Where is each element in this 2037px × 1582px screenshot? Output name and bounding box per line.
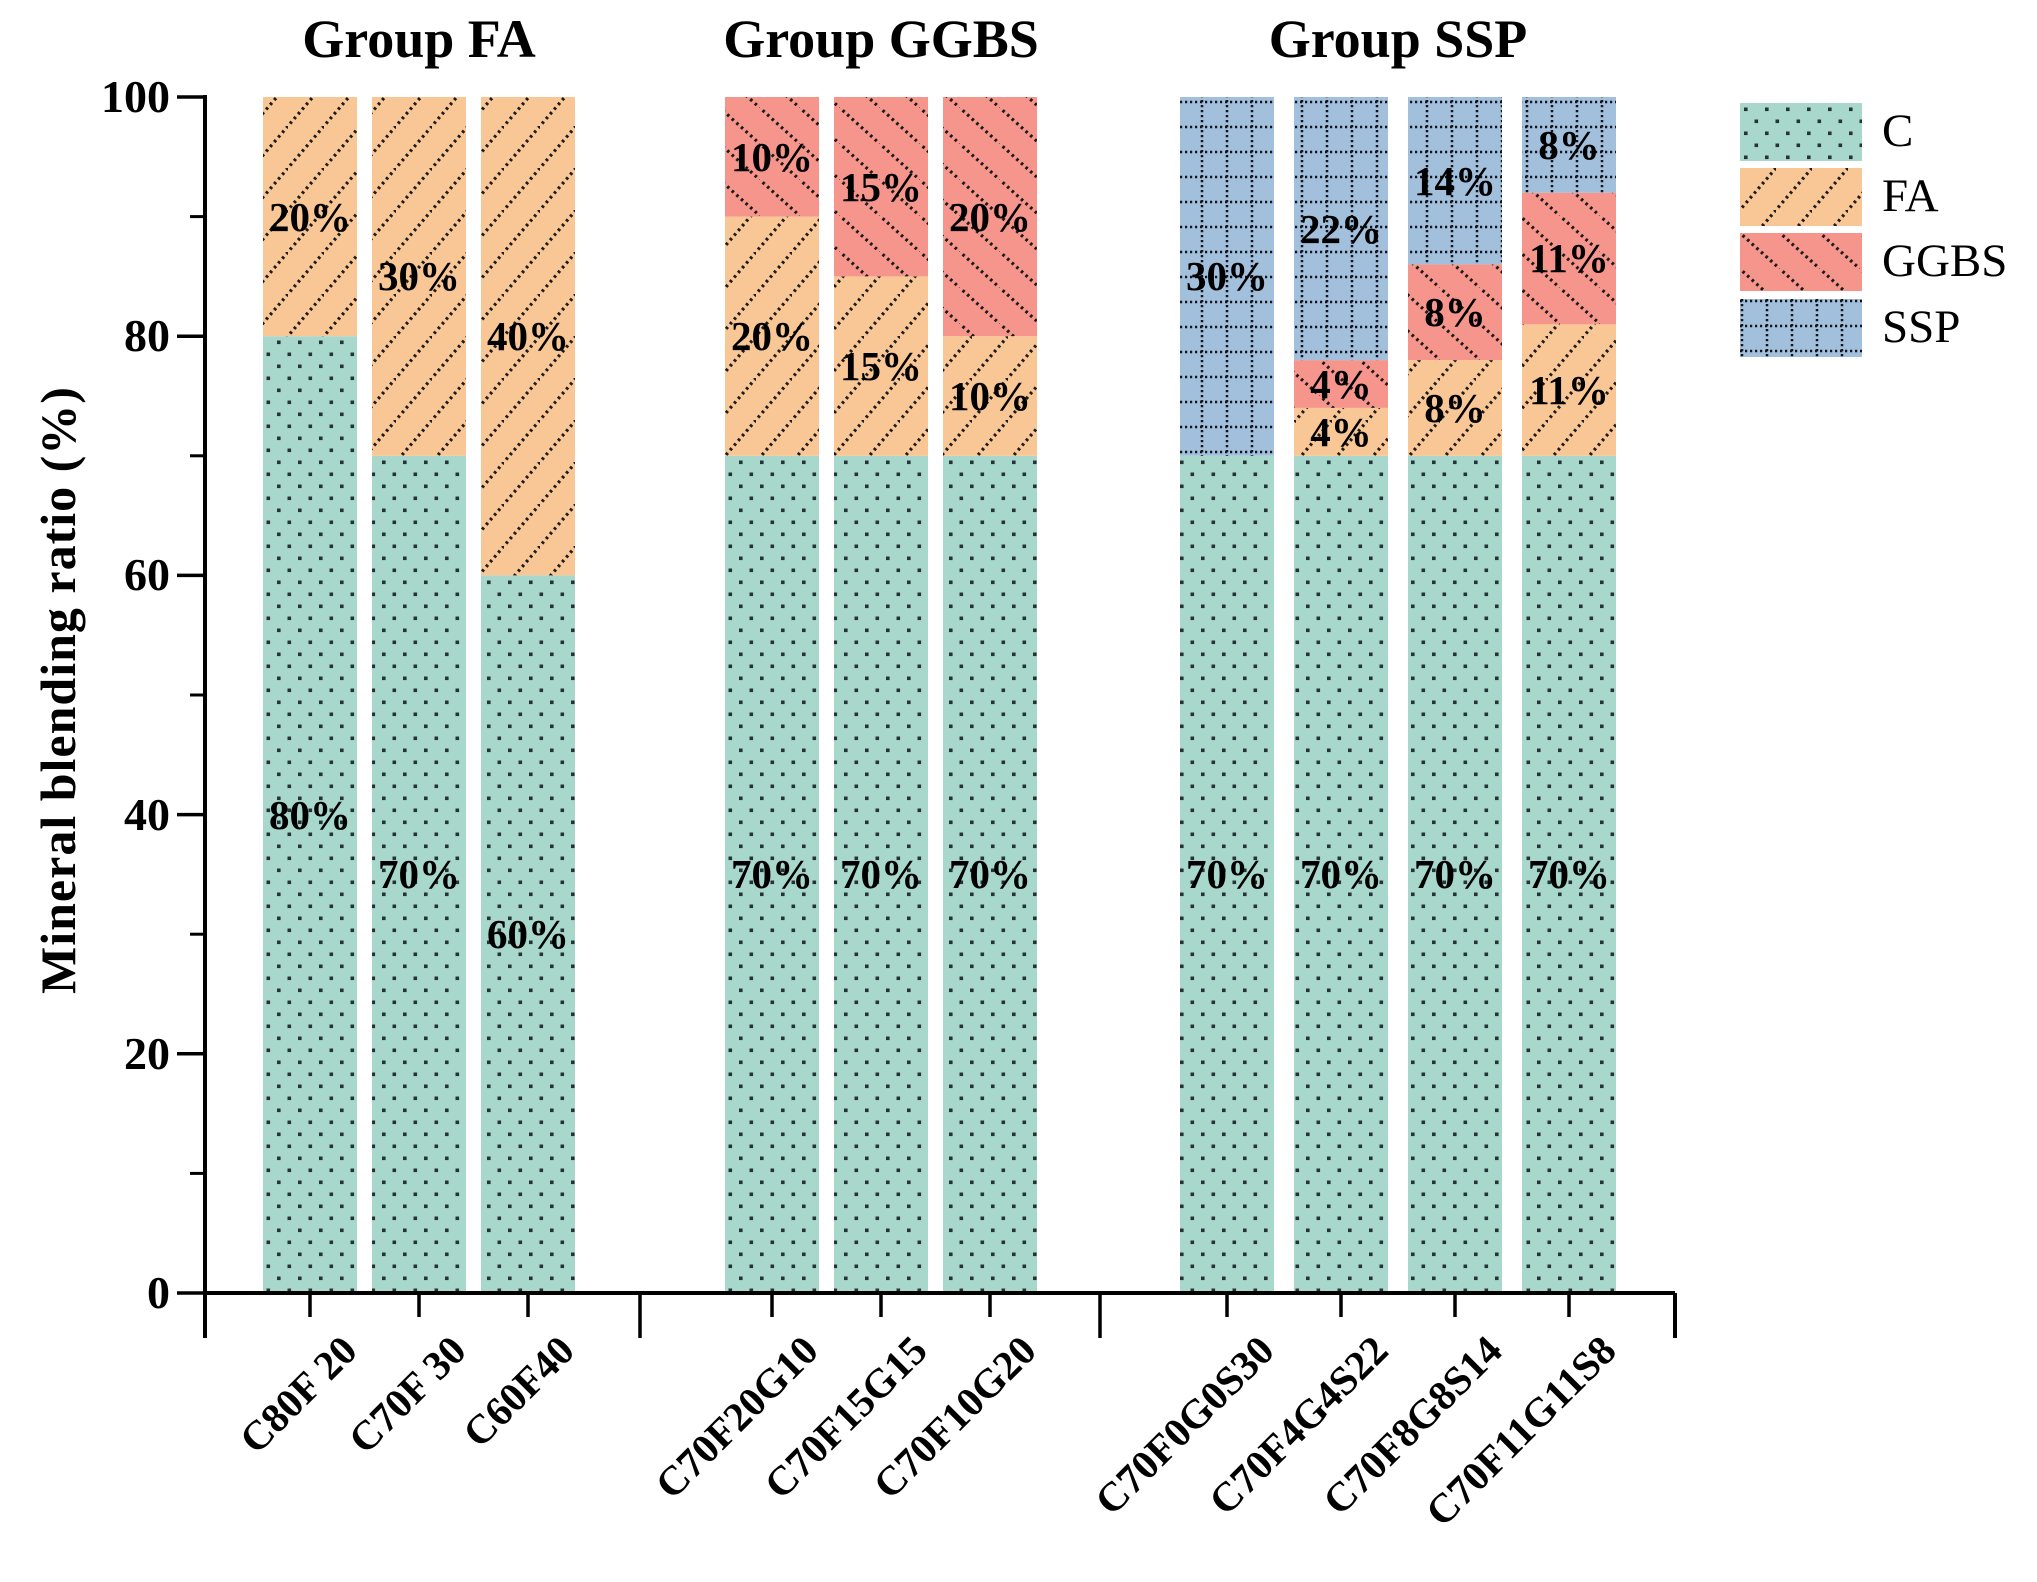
bar-segment-C70F4G4S22-GGBS bbox=[1294, 360, 1388, 408]
legend-label: FA bbox=[1882, 170, 1939, 222]
bar-segment-C70F0G0S30-C bbox=[1180, 455, 1274, 1293]
bar-segment-C70F15G15-FA bbox=[834, 276, 928, 456]
bar-segment-C70F11G11S8-FA bbox=[1522, 324, 1616, 456]
bar-segment-C70F11G11S8-SSP bbox=[1522, 97, 1616, 193]
legend-label: GGBS bbox=[1882, 235, 2008, 287]
bar-segment-C70F8G8S14-C bbox=[1408, 455, 1502, 1293]
bar-segment-C70F0G0S30-SSP bbox=[1180, 97, 1274, 456]
bar-segment-C70F4G4S22-C bbox=[1294, 455, 1388, 1293]
bar-segment-C80F20-C bbox=[263, 336, 357, 1293]
axes-layer bbox=[177, 95, 1677, 1338]
bar-segment-C60F40-FA bbox=[481, 97, 575, 576]
bar-segment-C80F20-FA bbox=[263, 97, 357, 337]
legend-swatch-ssp bbox=[1740, 299, 1862, 357]
legend-swatch-c bbox=[1740, 103, 1862, 161]
bar-segment-C70F8G8S14-FA bbox=[1408, 360, 1502, 456]
bar-segment-C70F8G8S14-SSP bbox=[1408, 97, 1502, 265]
bar-segment-C70F20G10-C bbox=[725, 455, 819, 1293]
bar-segment-C70F4G4S22-SSP bbox=[1294, 97, 1388, 361]
bar-segment-C70F8G8S14-GGBS bbox=[1408, 264, 1502, 361]
bar-segment-C70F15G15-GGBS bbox=[834, 97, 928, 277]
bar-segment-C60F40-C bbox=[481, 575, 575, 1293]
bar-segment-C70F20G10-GGBS bbox=[725, 97, 819, 217]
bar-segment-C70F30-FA bbox=[372, 97, 466, 456]
bar-segment-C70F10G20-C bbox=[943, 455, 1037, 1293]
legend-label: SSP bbox=[1882, 301, 1961, 353]
bar-segment-C70F4G4S22-FA bbox=[1294, 408, 1388, 456]
bar-segment-C70F20G10-FA bbox=[725, 216, 819, 456]
bar-segment-C70F10G20-FA bbox=[943, 336, 1037, 456]
legend-swatch-ggbs bbox=[1740, 233, 1862, 291]
y-axis-title: Mineral blending ratio (%) bbox=[30, 386, 86, 994]
bar-segment-C70F11G11S8-C bbox=[1522, 455, 1616, 1293]
bar-segment-C70F11G11S8-GGBS bbox=[1522, 192, 1616, 325]
bars-layer bbox=[263, 97, 1616, 1293]
legend-swatch-fa bbox=[1740, 168, 1862, 226]
bar-segment-C70F15G15-C bbox=[834, 455, 928, 1293]
bar-segment-C70F30-C bbox=[372, 455, 466, 1293]
legend-label: C bbox=[1882, 105, 1914, 157]
bar-segment-C70F10G20-GGBS bbox=[943, 97, 1037, 337]
